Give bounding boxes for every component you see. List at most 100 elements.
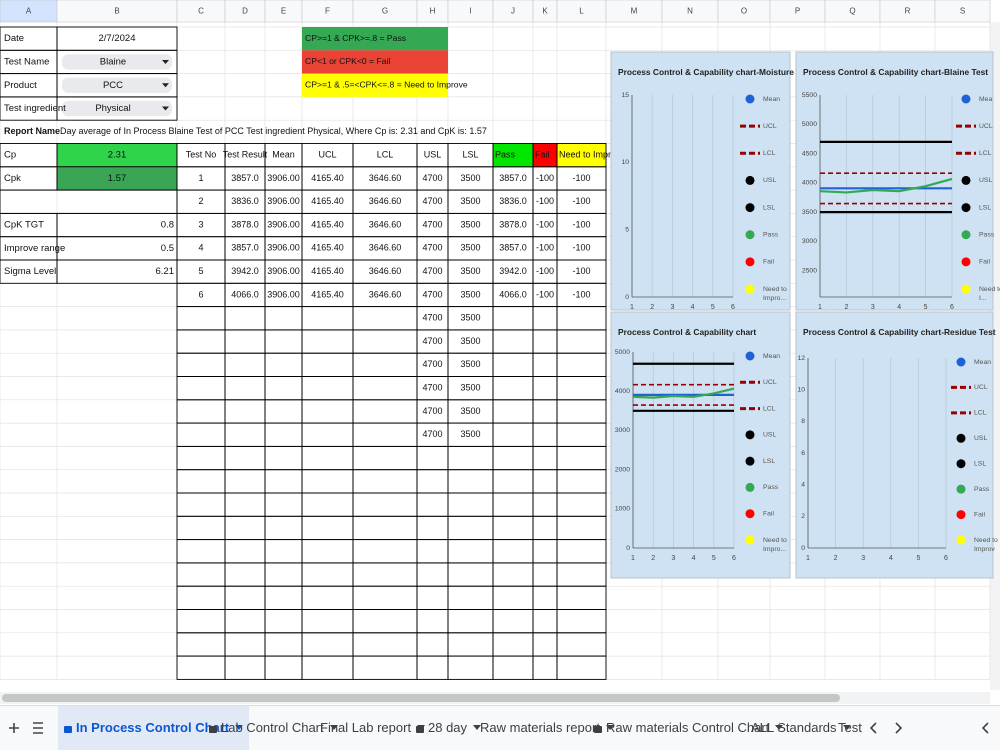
sheet-tab[interactable]: Raw materials report <box>474 706 620 750</box>
legend-label[interactable]: LCL <box>974 410 987 417</box>
cell <box>301 492 354 517</box>
series-line <box>633 387 734 399</box>
legend-label[interactable]: Mean <box>763 353 780 360</box>
legend-label[interactable]: Fail <box>763 511 774 518</box>
series-line <box>820 177 952 194</box>
legend-label[interactable]: Mean <box>763 96 780 103</box>
cell <box>532 585 558 610</box>
table-cell: 3500 <box>460 243 480 253</box>
table-cell: 3500 <box>460 196 480 206</box>
cell <box>416 515 449 541</box>
scroll-right[interactable] <box>895 722 903 734</box>
legend-label[interactable]: UCL <box>763 379 777 386</box>
x-tick-label: 1 <box>818 304 822 311</box>
legend-label[interactable]: LSL <box>763 204 775 211</box>
legend-label[interactable]: Need to Impro... <box>763 537 789 553</box>
chart-title: Process Control & Capability chart-Blain… <box>803 67 988 77</box>
x-tick-label: 5 <box>711 304 715 311</box>
legend-label[interactable]: Fail <box>763 259 774 266</box>
setting-value: 6.21 <box>156 266 175 277</box>
legend-label[interactable]: USL <box>974 435 987 442</box>
x-tick-label: 5 <box>924 304 928 311</box>
legend-label[interactable]: Pass <box>763 232 779 239</box>
cell <box>447 609 494 634</box>
scrollbar-thumb[interactable] <box>2 694 840 702</box>
cell <box>224 585 266 610</box>
table-header: Mean <box>272 150 295 160</box>
x-tick-label: 5 <box>712 555 716 562</box>
chart[interactable]: Process Control & Capability chart-Blain… <box>795 51 1000 423</box>
sheet-tab[interactable]: ALL Standards <box>745 706 857 750</box>
scroll-left[interactable] <box>869 722 877 734</box>
table-cell: 4700 <box>422 406 442 416</box>
table-cell: 3500 <box>460 336 480 346</box>
x-tick-label: 6 <box>950 304 954 311</box>
all-sheets[interactable] <box>33 722 43 734</box>
legend-label[interactable]: Pass <box>763 484 779 491</box>
table-cell: -100 <box>536 266 554 276</box>
sheet: Date 2/7/2024 Test Name Blaine Product PCC Tes… <box>0 0 1000 704</box>
sheet-tab[interactable]: Raw materials Control Chart <box>588 706 789 750</box>
legend-label[interactable]: LCL <box>763 405 776 412</box>
legend-label[interactable]: USL <box>979 177 992 184</box>
table-cell: -100 <box>536 173 554 183</box>
dropdown-arrow[interactable] <box>162 106 169 111</box>
vertical-scrollbar[interactable] <box>990 22 1000 690</box>
cell <box>56 236 178 261</box>
chart[interactable]: Process Control & Capability chart-Resid… <box>795 311 1000 579</box>
cell <box>224 655 266 680</box>
legend-label[interactable]: USL <box>763 432 776 439</box>
legend-label[interactable]: Need to Improv <box>974 537 1000 553</box>
y-tick-label: 1000 <box>615 506 630 513</box>
legend-label[interactable]: LSL <box>763 458 775 465</box>
legend-label[interactable]: Mean <box>974 359 991 366</box>
legend-label[interactable]: UCL <box>974 384 988 391</box>
collapse[interactable] <box>981 722 989 734</box>
legend-label[interactable]: Pass <box>979 232 995 239</box>
cell <box>556 422 607 447</box>
dropdown-arrow[interactable] <box>162 83 169 88</box>
cell <box>532 329 558 354</box>
legend-label[interactable]: USL <box>763 177 776 184</box>
table-cell: 6 <box>198 289 203 299</box>
y-tick-label: 3500 <box>802 209 817 216</box>
table-cell: 4700 <box>422 219 442 229</box>
chart[interactable]: Process Control & Capability chart-Moist… <box>610 51 813 311</box>
cell <box>224 515 266 541</box>
chart[interactable]: Process Control & Capability chart 1 2 3 4 5 6… <box>610 311 791 579</box>
index-label: Cp <box>4 150 16 161</box>
legend-label[interactable]: Mea <box>979 96 992 103</box>
legend-label[interactable]: Need to I... <box>979 286 1000 302</box>
legend-label[interactable]: LCL <box>979 150 992 157</box>
table-cell: 3646.60 <box>369 173 402 183</box>
cell-texts: Date 2/7/2024 Test Name Blaine Product PCC Tes… <box>4 33 616 439</box>
legend-label[interactable]: Fail <box>974 511 985 518</box>
table-cell: 3500 <box>460 289 480 299</box>
legend-label[interactable]: UCL <box>979 123 993 130</box>
cell <box>176 352 226 377</box>
add-sheet[interactable] <box>9 723 19 733</box>
legend-marker <box>745 257 755 267</box>
sheet-tab[interactable]: Test 1 <box>838 720 866 735</box>
legend-label[interactable]: Need to Impro... <box>763 286 789 302</box>
legend-label[interactable]: UCL <box>763 123 777 130</box>
legend-label[interactable]: LCL <box>763 150 776 157</box>
cell <box>352 376 418 401</box>
chart-title: Process Control & Capability chart-Resid… <box>803 327 996 337</box>
table-cell: -100 <box>536 289 554 299</box>
table-cell: -100 <box>572 289 590 299</box>
cell <box>264 492 303 517</box>
dropdown-chip <box>62 54 172 70</box>
sheet-tabs: In Process Control Chart Lab Control Char… <box>0 705 1000 750</box>
legend-label[interactable]: LSL <box>974 461 986 468</box>
dropdown-arrow[interactable] <box>162 59 169 64</box>
cell <box>447 445 494 471</box>
table-cell: -100 <box>572 243 590 253</box>
legend-label[interactable]: Pass <box>974 486 990 493</box>
sheet-tab[interactable]: Final Lab report <box>314 706 431 750</box>
cell <box>301 632 354 657</box>
sheet-tab[interactable]: 28 day <box>410 706 487 750</box>
legend-label[interactable]: LSL <box>979 204 991 211</box>
sheet-tab[interactable]: Lab Control Chart <box>203 706 344 750</box>
legend-label[interactable]: Fail <box>979 259 990 266</box>
